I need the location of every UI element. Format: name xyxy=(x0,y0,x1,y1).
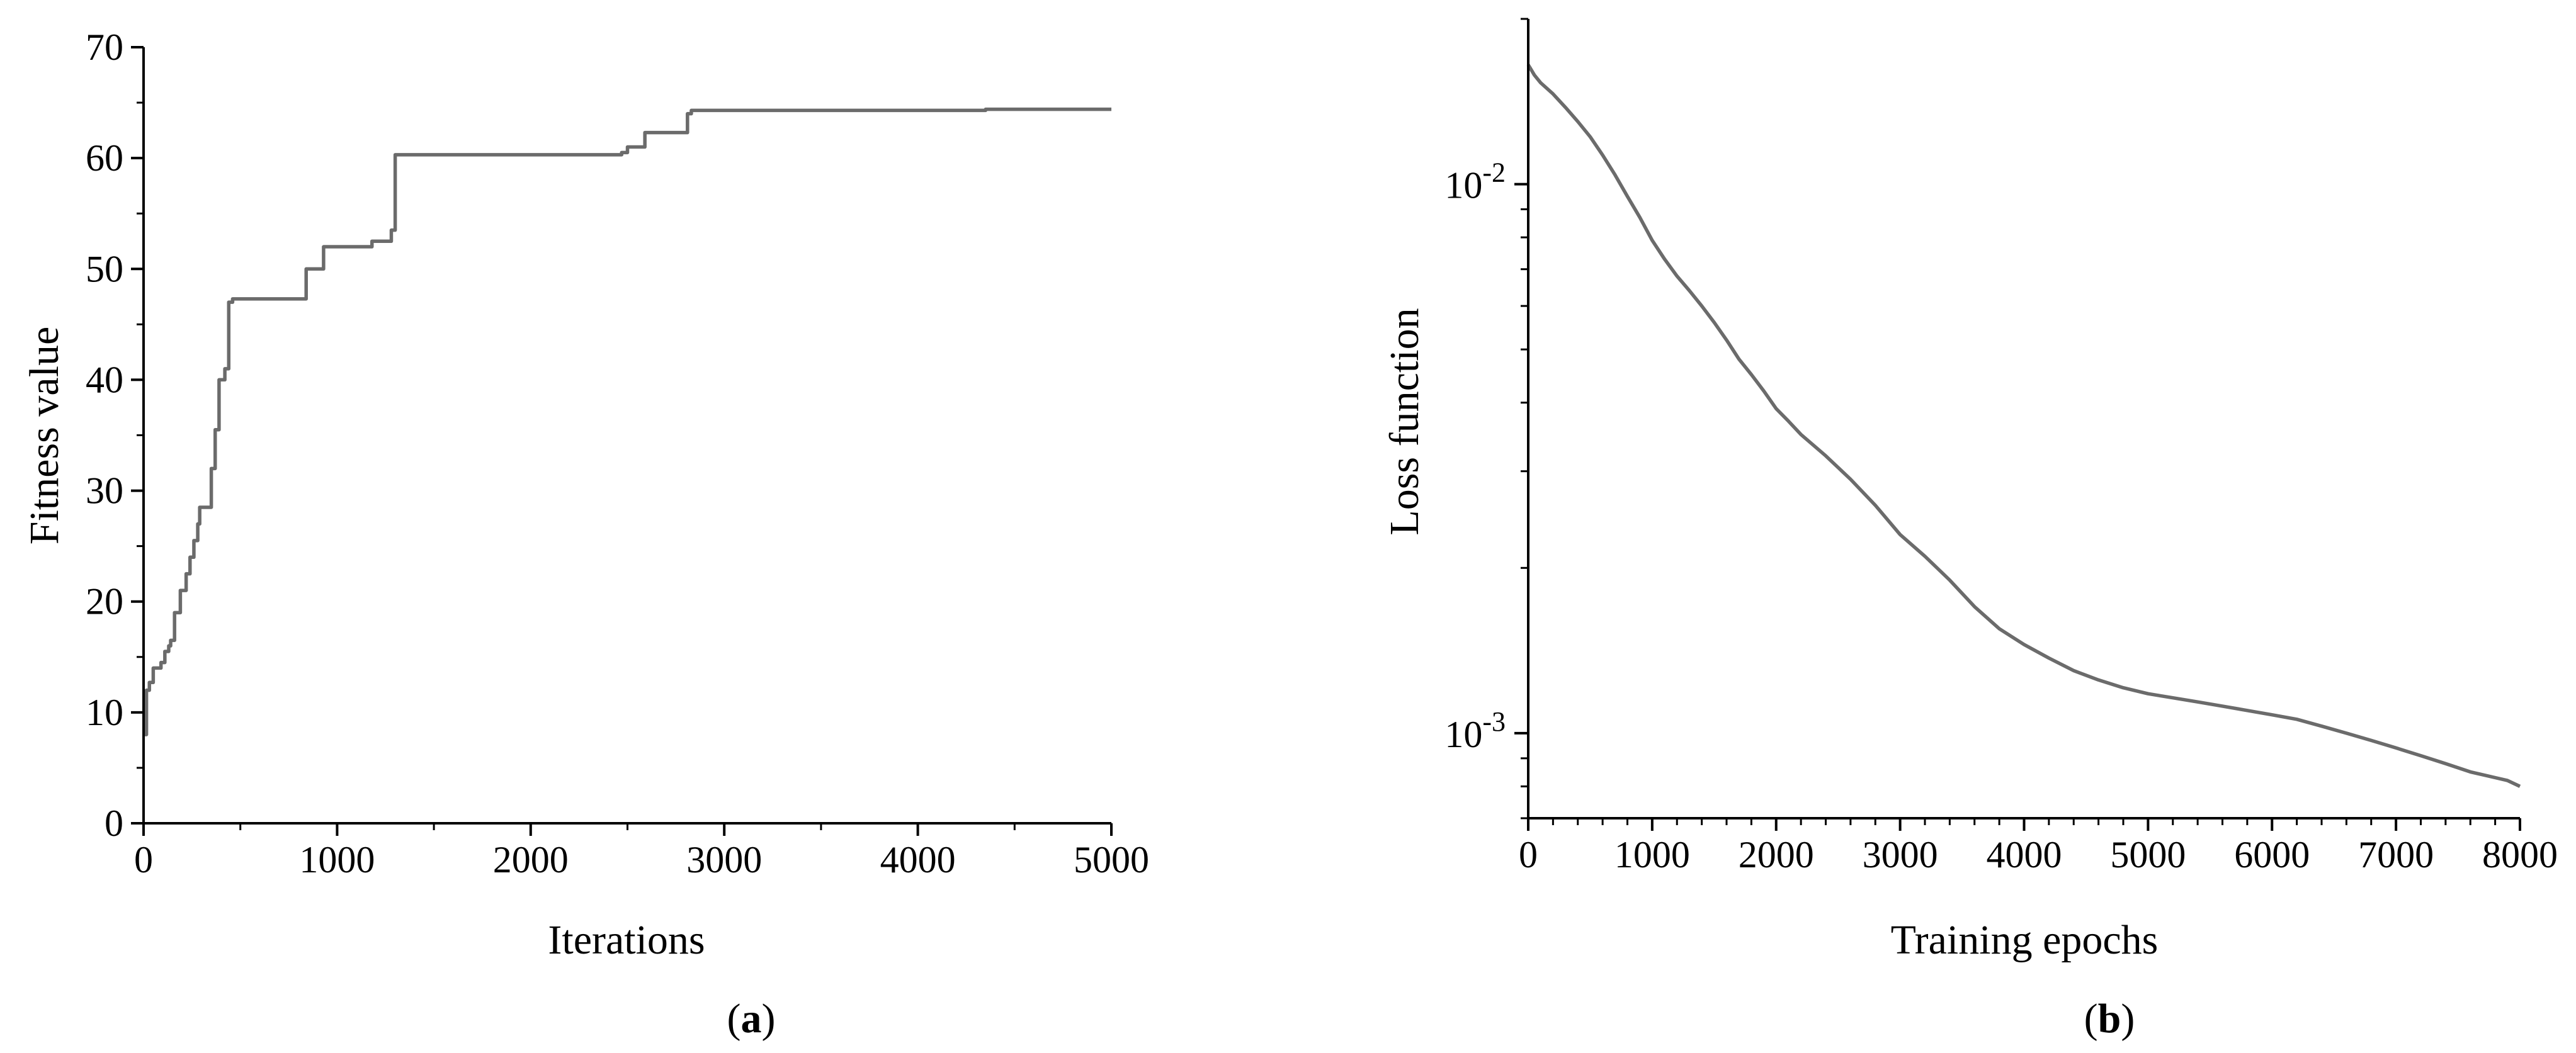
panel-a-y-tick-label: 0 xyxy=(105,802,123,844)
panel-a-x-tick-labels: 0 1000 2000 3000 4000 5000 xyxy=(134,839,1149,881)
panel-a-axes xyxy=(142,47,1111,825)
panel-b-x-tick-labels: 0 1000 2000 3000 4000 5000 6000 7000 8000 xyxy=(1519,834,2558,876)
panel-b-x-tick-label: 5000 xyxy=(2110,834,2186,876)
panel-a-y-tick-label: 70 xyxy=(86,26,123,68)
panel-a-ticks xyxy=(131,46,1113,836)
panel-a-y-axis-label: Fitness value xyxy=(21,327,67,544)
panel-b-x-tick-label: 6000 xyxy=(2234,834,2310,876)
panel-a-fitness-line xyxy=(144,107,1111,736)
panel-a-x-axis-label: Iterations xyxy=(548,917,705,963)
panel-a-y-tick-label: 10 xyxy=(86,692,123,733)
panel-a-x-tick-label: 1000 xyxy=(299,839,375,881)
panel-a-fitness-chart: 0 1000 2000 3000 4000 5000 0 10 20 30 40 50 60 70 It… xyxy=(21,26,1149,1042)
panel-b-x-tick-label: 7000 xyxy=(2358,834,2434,876)
panel-a-y-tick-labels: 0 10 20 30 40 50 60 70 xyxy=(86,26,123,844)
panel-a-caption: (a) xyxy=(727,996,776,1042)
panel-b-y-tick-label: 10-3 xyxy=(1444,706,1506,755)
panel-a-y-tick-label: 60 xyxy=(86,137,123,179)
panel-a-y-tick-label: 40 xyxy=(86,359,123,400)
panel-b-axes xyxy=(1527,19,2520,819)
panel-b-y-tick-label: 10-2 xyxy=(1444,157,1506,206)
panel-a-y-tick-label: 50 xyxy=(86,248,123,290)
panel-b-y-tick-labels: 10-3 10-2 xyxy=(1444,157,1506,755)
panel-b-x-tick-label: 1000 xyxy=(1614,834,1690,876)
panel-a-caption-letter: a xyxy=(741,996,762,1042)
panel-b-x-tick-label: 2000 xyxy=(1739,834,1814,876)
panel-b-caption-letter: b xyxy=(2098,996,2121,1042)
panel-a-y-tick-label: 30 xyxy=(86,470,123,512)
panel-b-x-tick-label: 0 xyxy=(1519,834,1538,876)
panel-b-loss-chart: 0 1000 2000 3000 4000 5000 6000 7000 8000 10-310… xyxy=(1382,18,2558,1042)
panel-a-x-tick-label: 3000 xyxy=(686,839,762,881)
panel-a-x-tick-label: 2000 xyxy=(493,839,569,881)
panel-b-y-axis-label: Loss function xyxy=(1382,308,1427,535)
panel-a-x-tick-label: 0 xyxy=(134,839,153,881)
panel-b-x-tick-label: 8000 xyxy=(2482,834,2558,876)
panel-b-loss-line xyxy=(1526,64,2521,788)
panel-b-x-tick-label: 3000 xyxy=(1863,834,1938,876)
panel-b-x-axis-label: Training epochs xyxy=(1891,917,2159,963)
panel-b-caption: (b) xyxy=(2084,996,2135,1042)
panel-b-x-tick-label: 4000 xyxy=(1987,834,2062,876)
panel-a-x-tick-label: 4000 xyxy=(880,839,956,881)
panel-a-x-tick-label: 5000 xyxy=(1074,839,1149,881)
panel-a-y-tick-label: 20 xyxy=(86,581,123,622)
panel-b-ticks xyxy=(1514,18,2521,831)
